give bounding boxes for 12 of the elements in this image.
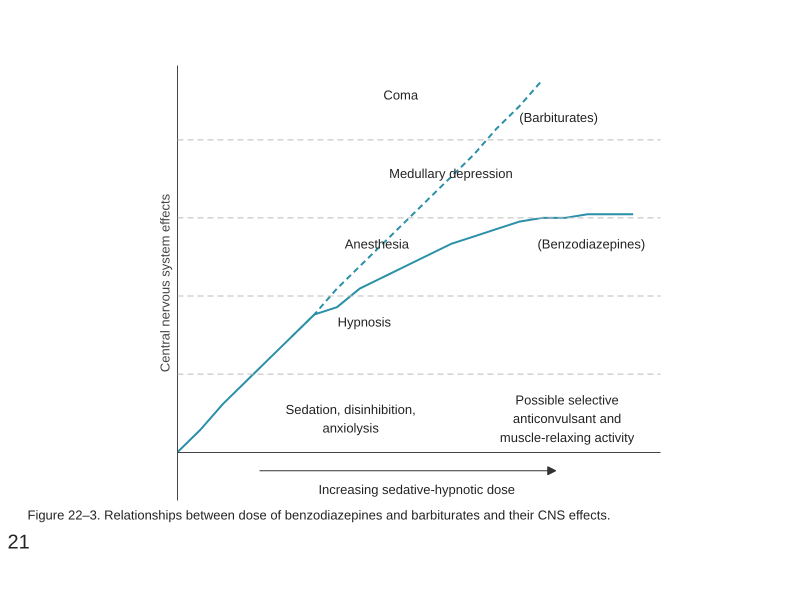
annotation: Possible selective anticonvulsant and muscle-relaxing activity <box>500 392 635 445</box>
annotation: Sedation, disinhibition, anxiolysis <box>286 402 416 436</box>
series-label: (Barbiturates) <box>519 110 598 126</box>
annotation: Anesthesia <box>344 236 410 252</box>
annotation: Medullary depression <box>389 166 513 181</box>
series-label: (Benzodiazepines) <box>537 236 646 252</box>
x-axis-title: Increasing sedative-hypnotic dose <box>318 482 516 497</box>
annotation: Hypnosis <box>338 314 392 330</box>
text: 21 <box>8 532 30 554</box>
y-axis-title: Central nervous system effects <box>158 193 172 372</box>
caption: Figure 22–3. Relationships between dose of benzodiazepines and barbiturates and their CNS effects. <box>28 508 610 522</box>
annotation: Coma <box>383 88 419 103</box>
